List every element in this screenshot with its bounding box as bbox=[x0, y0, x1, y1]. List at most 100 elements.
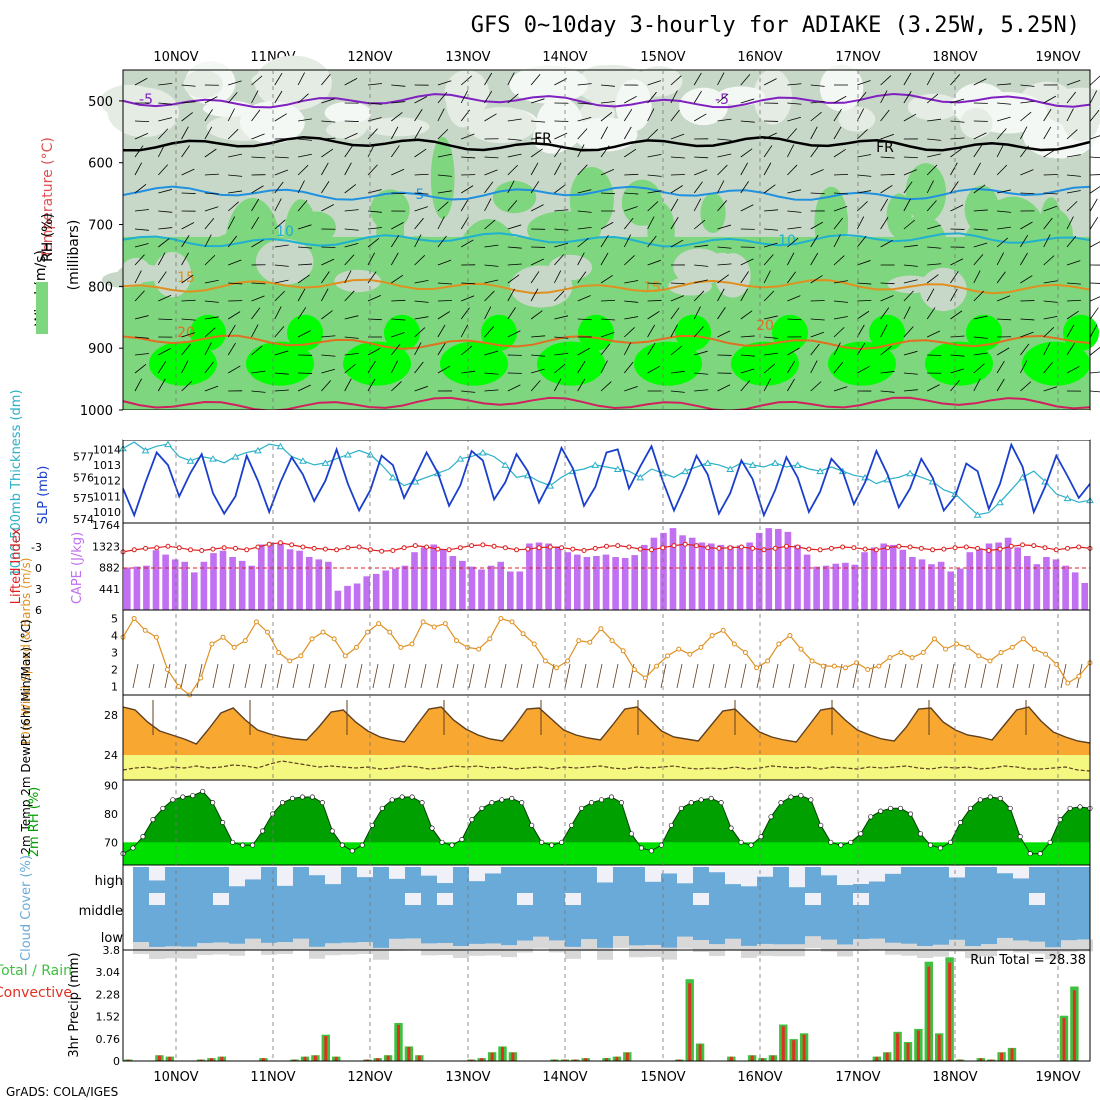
rh-saturated-blob bbox=[537, 341, 605, 386]
rh-marker bbox=[469, 817, 475, 823]
rh-saturated-blob bbox=[634, 341, 702, 386]
cape-bar bbox=[1014, 547, 1021, 610]
isotherm-label: 10 bbox=[778, 233, 796, 249]
surface-wind-barb bbox=[724, 663, 731, 689]
wind-barb bbox=[227, 235, 238, 248]
wind-barb bbox=[810, 360, 818, 374]
wind-barb bbox=[600, 126, 608, 140]
thickness-marker bbox=[726, 465, 735, 473]
wind-barb bbox=[484, 372, 499, 375]
wind-barb bbox=[530, 162, 539, 176]
wind-barb bbox=[694, 389, 709, 392]
thickness-marker bbox=[996, 498, 1004, 506]
rh-marker bbox=[1007, 805, 1013, 811]
isotherm-line bbox=[122, 232, 1091, 248]
wind-barb bbox=[158, 164, 169, 176]
rh-marker bbox=[858, 831, 864, 837]
li-marker bbox=[626, 544, 632, 550]
wind-barb bbox=[460, 185, 474, 194]
cape-bar bbox=[765, 528, 773, 610]
rh-marker bbox=[399, 794, 405, 800]
li-marker bbox=[1042, 545, 1048, 551]
wind-barb bbox=[554, 145, 563, 158]
wind-barb bbox=[647, 342, 656, 356]
li-marker bbox=[693, 543, 699, 549]
wind-speed-marker bbox=[976, 653, 982, 659]
thickness-marker bbox=[636, 473, 645, 481]
wind-barb bbox=[857, 310, 870, 320]
wind-speed-marker bbox=[731, 641, 737, 647]
surface-wind-barb bbox=[1044, 663, 1051, 689]
wind-barb bbox=[1043, 149, 1056, 158]
wind-barb bbox=[274, 306, 282, 320]
cloud-clear-high bbox=[277, 867, 293, 886]
rh-low-band bbox=[123, 842, 1090, 865]
wind-barb bbox=[460, 345, 473, 356]
thickness-marker bbox=[748, 461, 757, 468]
wind-barb bbox=[228, 190, 243, 194]
wind-barb bbox=[321, 204, 335, 212]
wind-barb bbox=[297, 307, 307, 320]
rh-tick-label: 70 bbox=[104, 836, 118, 849]
wind-barb bbox=[624, 206, 638, 212]
rh-dry-patch bbox=[509, 65, 589, 104]
cape-bar bbox=[229, 557, 236, 610]
wind-barb bbox=[391, 299, 406, 302]
cloud-low-gap bbox=[181, 946, 197, 959]
wind-barb bbox=[857, 174, 872, 177]
rh-saturated-blob bbox=[675, 314, 711, 351]
precip-convective-bar bbox=[480, 1058, 484, 1061]
rh-marker bbox=[419, 800, 425, 806]
wind-barb bbox=[600, 360, 608, 374]
wind-barb bbox=[1066, 174, 1081, 177]
wind-barb bbox=[437, 235, 447, 248]
cloud-low-gap bbox=[277, 942, 293, 955]
cloud-clear-middle bbox=[149, 893, 165, 905]
thickness-marker bbox=[771, 459, 780, 466]
cloud-low-gap bbox=[341, 942, 357, 955]
surface-wind-barb bbox=[788, 663, 795, 689]
wind-barb bbox=[787, 189, 802, 194]
wind-barb bbox=[274, 389, 289, 392]
cape-bar bbox=[679, 535, 686, 610]
wind-barb bbox=[181, 360, 189, 374]
rh-dry-patch bbox=[573, 117, 638, 152]
wind-barb bbox=[531, 335, 546, 338]
wind-barb bbox=[1043, 126, 1052, 140]
wind-barb bbox=[367, 164, 378, 176]
date-label-top: 12NOV bbox=[347, 50, 392, 65]
wind-barb bbox=[694, 169, 708, 176]
wind-barb bbox=[927, 263, 942, 266]
cape-bar bbox=[736, 545, 744, 610]
wind-barb bbox=[670, 345, 682, 356]
wind-barb bbox=[367, 271, 377, 284]
wind-barb bbox=[554, 336, 569, 339]
date-label-top: 14NOV bbox=[542, 50, 587, 65]
wind-barb bbox=[158, 347, 171, 356]
wind-barb bbox=[903, 169, 917, 176]
cloud-low-gap bbox=[373, 947, 389, 960]
temp-tick-label: 28 bbox=[104, 709, 118, 722]
wind-barb bbox=[367, 295, 381, 302]
li-marker bbox=[356, 544, 362, 550]
rh-marker bbox=[758, 834, 764, 840]
cloud-clear-middle bbox=[213, 893, 229, 905]
wind-barb bbox=[251, 90, 259, 104]
wind-barb bbox=[1090, 346, 1100, 356]
isotherm-label: 15 bbox=[177, 270, 195, 286]
cloud-low-gap bbox=[293, 938, 309, 951]
cape-bar bbox=[966, 552, 974, 610]
wind-barb bbox=[321, 181, 330, 194]
cape-bar bbox=[210, 553, 217, 610]
surface-wind-barb bbox=[308, 663, 315, 689]
wind-barb bbox=[390, 252, 399, 266]
wind-barb bbox=[158, 102, 173, 105]
wind-barb bbox=[880, 282, 895, 285]
cloud-low-gap bbox=[405, 938, 421, 951]
wind-barb bbox=[903, 198, 911, 212]
wind-barb bbox=[1043, 300, 1058, 303]
cape-bar bbox=[459, 560, 466, 610]
wind-barb bbox=[833, 174, 849, 176]
surface-wind-barb bbox=[692, 663, 699, 689]
surface-wind-barb bbox=[740, 663, 747, 689]
